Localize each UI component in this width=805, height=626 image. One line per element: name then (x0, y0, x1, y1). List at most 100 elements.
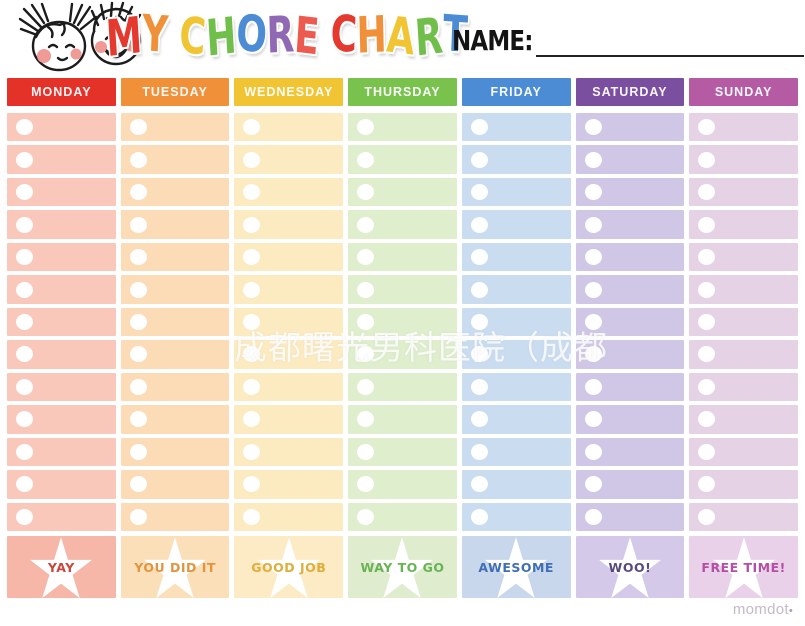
chore-row (7, 177, 116, 207)
chore-row (234, 470, 344, 499)
chore-bullet-icon (698, 216, 716, 233)
reward-label: FREE TIME! (701, 559, 786, 575)
page-title: MY CHORE CHART (104, 2, 468, 68)
chore-row (689, 113, 798, 142)
day-label: WEDNESDAY (244, 85, 334, 99)
chore-row (120, 210, 230, 239)
chore-row (461, 502, 571, 531)
reward-label: AWESOME (478, 559, 554, 575)
day-label: SUNDAY (714, 85, 773, 99)
chore-bullet-icon (16, 443, 33, 460)
title-letter: M (104, 5, 144, 69)
chore-bullet-icon (698, 378, 716, 395)
chore-bullet-icon (129, 378, 147, 395)
chore-bullet-icon (357, 249, 375, 266)
title-letter: R (413, 6, 445, 68)
day-header-friday: FRIDAY (461, 78, 571, 106)
chore-row (348, 210, 457, 239)
boy-cheek (125, 40, 137, 52)
chore-bullet-icon (16, 216, 33, 233)
girl-cheek (37, 49, 51, 63)
chore-row (7, 307, 116, 337)
day-column-friday (461, 113, 571, 531)
chore-bullet-icon (243, 476, 261, 493)
day-column-wednesday (234, 113, 344, 531)
chore-bullet-icon (470, 378, 488, 395)
chore-bullet-icon (584, 216, 602, 233)
chore-bullet-icon (129, 411, 147, 428)
chore-row (7, 242, 116, 272)
chore-bullet-icon (698, 508, 716, 525)
chore-row (689, 502, 798, 531)
reward-label: YOU DID IT (134, 559, 216, 575)
brand-logo: momdot• (733, 601, 793, 618)
chore-row (7, 145, 116, 174)
chore-row (348, 340, 457, 369)
chore-bullet-icon (470, 151, 488, 168)
chore-row (689, 372, 798, 402)
chore-bullet-icon (698, 346, 716, 363)
day-column-tuesday (120, 113, 230, 531)
chore-row (689, 145, 798, 174)
chore-row (461, 210, 571, 239)
chore-bullet-icon (698, 314, 716, 330)
chore-bullet-icon (357, 443, 375, 460)
day-header-row: MONDAY TUESDAY WEDNESDAY THURSDAY FRIDAY… (7, 78, 798, 106)
chore-row (120, 340, 230, 369)
chore-row (689, 470, 798, 499)
chore-row (348, 177, 457, 207)
chore-bullet-icon (698, 184, 716, 201)
chore-row (575, 210, 685, 239)
title-letter: H (356, 5, 388, 65)
chore-bullet-icon (129, 443, 147, 460)
chore-row (7, 340, 116, 369)
chore-bullet-icon (243, 119, 261, 136)
reward-cell-thursday: WAY TO GO (348, 536, 457, 598)
chore-row (575, 470, 685, 499)
chore-bullet-icon (584, 281, 602, 298)
chore-bullet-icon (243, 184, 261, 201)
boy-cheek (95, 41, 107, 53)
chore-bullet-icon (16, 378, 33, 395)
chore-row (234, 145, 344, 174)
chore-row (234, 340, 344, 369)
chore-row (348, 470, 457, 499)
chore-row (575, 242, 685, 272)
chore-bullet-icon (470, 314, 488, 330)
reward-cell-sunday: FREE TIME! (689, 536, 798, 598)
chore-bullet-icon (16, 508, 33, 525)
chore-row (120, 437, 230, 467)
chore-row (234, 177, 344, 207)
chore-row (689, 275, 798, 304)
chore-row (120, 307, 230, 337)
day-label: TUESDAY (142, 85, 208, 99)
chore-bullet-icon (16, 476, 33, 493)
chore-bullet-icon (470, 249, 488, 266)
chore-bullet-icon (470, 411, 488, 428)
chore-bullet-icon (584, 346, 602, 363)
day-header-thursday: THURSDAY (348, 78, 457, 106)
chore-row (575, 405, 685, 434)
chore-row (120, 113, 230, 142)
chore-bullet-icon (16, 151, 33, 168)
name-field: NAME: (452, 24, 805, 57)
chore-row (120, 405, 230, 434)
chore-row (461, 307, 571, 337)
chore-row (120, 177, 230, 207)
chore-bullet-icon (243, 216, 261, 233)
day-header-tuesday: TUESDAY (120, 78, 230, 106)
chore-row (689, 307, 798, 337)
day-header-wednesday: WEDNESDAY (234, 78, 344, 106)
chore-row (689, 437, 798, 467)
chore-bullet-icon (584, 508, 602, 525)
chore-row (348, 275, 457, 304)
chore-row (234, 437, 344, 467)
chore-bullet-icon (129, 346, 147, 363)
chore-row (7, 275, 116, 304)
chore-row (348, 372, 457, 402)
star-icon (598, 537, 661, 598)
chore-bullet-icon (698, 119, 716, 136)
day-label: THURSDAY (364, 85, 441, 99)
chore-bullet-icon (470, 346, 488, 363)
